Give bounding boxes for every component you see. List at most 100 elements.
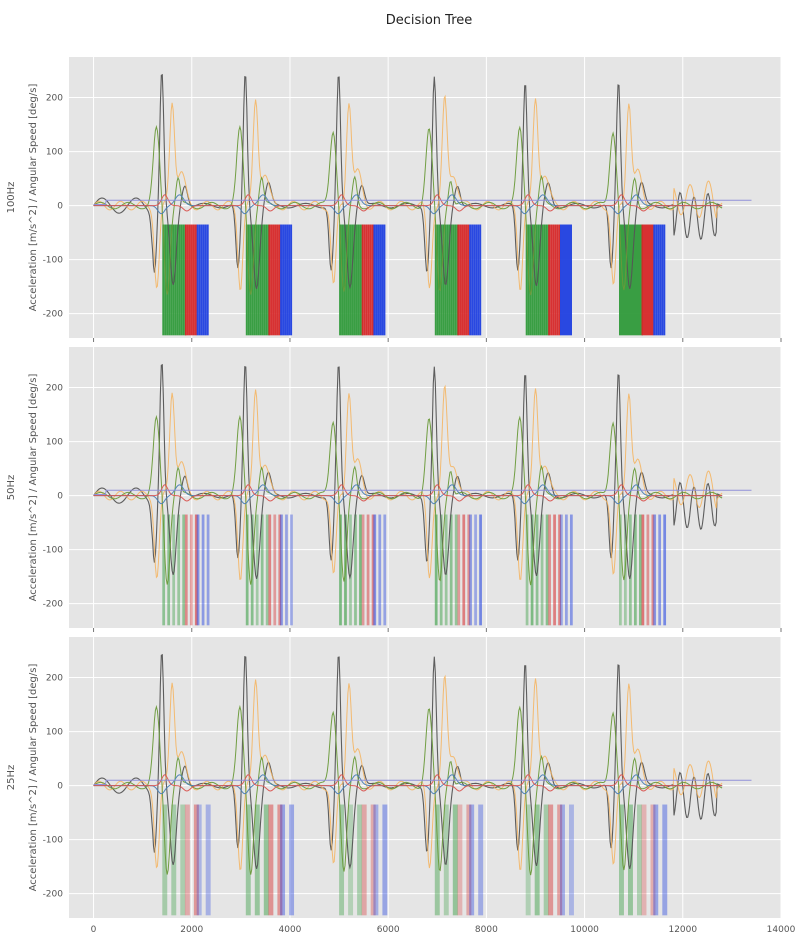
class-bar <box>641 804 647 916</box>
class-bar <box>354 514 357 626</box>
class-bar <box>162 224 165 336</box>
class-bar <box>182 514 186 626</box>
class-bar <box>569 804 574 916</box>
class-bar <box>466 804 472 916</box>
class-bar <box>625 224 627 336</box>
class-bar <box>463 224 466 336</box>
plot-content <box>93 73 752 336</box>
x-tick-label: 6000 <box>377 925 400 935</box>
class-bar <box>461 224 464 336</box>
class-bar <box>289 804 295 916</box>
figure-title: Decision Tree <box>386 13 473 28</box>
class-bar <box>645 224 648 336</box>
class-bar <box>268 224 271 336</box>
class-bar <box>176 224 179 336</box>
class-bar <box>343 224 346 336</box>
class-bar <box>639 224 641 336</box>
class-bar <box>290 514 293 626</box>
class-bar <box>452 224 455 336</box>
y-tick-label: 0 <box>57 492 63 502</box>
class-bar <box>529 224 532 336</box>
y-tick-label: 0 <box>57 782 63 792</box>
class-bar <box>436 224 439 336</box>
class-bar <box>365 224 368 336</box>
class-bar <box>631 224 633 336</box>
class-bar <box>282 224 285 336</box>
class-bar <box>162 804 168 916</box>
x-tick-label: 4000 <box>279 925 302 935</box>
class-bar <box>570 514 573 626</box>
class-bar <box>539 224 542 336</box>
x-tick-label: 2000 <box>180 925 203 935</box>
class-bar <box>475 224 478 336</box>
class-bar <box>552 224 555 336</box>
class-bar <box>263 804 269 916</box>
class-bar <box>260 514 264 626</box>
class-bar <box>560 804 565 916</box>
class-bar <box>570 224 572 336</box>
class-bar <box>553 514 556 626</box>
class-bar <box>259 224 262 336</box>
class-bar <box>348 804 354 916</box>
x-tick-label: 10000 <box>570 925 599 935</box>
class-bar <box>657 224 660 336</box>
class-bar <box>449 514 453 626</box>
class-bar <box>651 514 655 626</box>
series-line <box>93 779 752 785</box>
class-bar <box>245 514 249 626</box>
class-bar <box>206 514 210 626</box>
class-bar <box>280 224 283 336</box>
x-tick-label: 0 <box>91 925 97 935</box>
class-bar <box>361 224 364 336</box>
series-line <box>93 653 723 870</box>
class-bar <box>377 224 380 336</box>
class-bar <box>566 224 568 336</box>
class-bar <box>629 514 632 626</box>
class-bar <box>548 514 551 626</box>
class-bar <box>367 224 370 336</box>
class-bar <box>196 514 200 626</box>
class-bar <box>454 514 458 626</box>
class-bar <box>371 514 375 626</box>
class-bar <box>457 804 463 916</box>
subplots: -200 -100 0 100 200 100Hz Acceleration [m/s^2]… <box>6 57 796 935</box>
class-bar <box>474 514 477 626</box>
class-bar <box>339 224 342 336</box>
series-line <box>93 73 723 290</box>
class-bar <box>548 804 554 916</box>
class-bar <box>446 224 449 336</box>
class-bar <box>268 514 272 626</box>
y-tick-label: -100 <box>43 546 64 556</box>
class-bar <box>202 224 205 336</box>
class-bar <box>273 514 277 626</box>
class-bar <box>254 804 260 916</box>
class-bar <box>245 804 251 916</box>
class-bar <box>655 224 658 336</box>
class-bar <box>471 224 474 336</box>
class-bar <box>284 224 287 336</box>
class-bar <box>339 804 345 916</box>
y-tick-label: 100 <box>46 728 63 738</box>
class-bar <box>533 224 536 336</box>
class-bar <box>628 804 633 916</box>
class-bar <box>467 224 470 336</box>
subplot-100Hz: -200 -100 0 100 200 100Hz Acceleration [m/s^2]… <box>6 57 782 342</box>
class-bar <box>189 514 193 626</box>
class-bar <box>621 224 623 336</box>
class-bar <box>537 224 540 336</box>
y-tick-label: 100 <box>46 148 63 158</box>
x-tick-label: 14000 <box>767 925 796 935</box>
class-bar <box>643 224 646 336</box>
class-bar <box>345 224 348 336</box>
subplot-50Hz: -200 -100 0 100 200 50Hz Acceleration [m/s^2] … <box>6 347 782 632</box>
y-tick-label: 200 <box>46 384 63 394</box>
class-bar <box>619 514 622 626</box>
class-bar <box>194 224 197 336</box>
class-bar <box>261 224 264 336</box>
class-bar <box>200 224 203 336</box>
class-bar <box>184 514 188 626</box>
class-bar <box>182 224 185 336</box>
class-bar <box>371 224 374 336</box>
class-bar <box>277 804 283 916</box>
class-bar <box>457 514 461 626</box>
